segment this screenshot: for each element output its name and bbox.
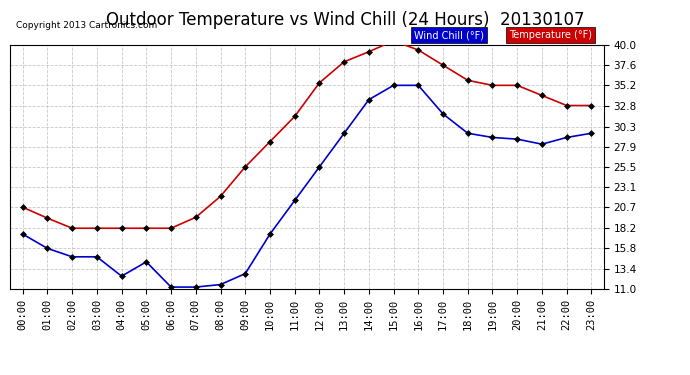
Text: Outdoor Temperature vs Wind Chill (24 Hours)  20130107: Outdoor Temperature vs Wind Chill (24 Ho… <box>106 11 584 29</box>
Text: Wind Chill (°F): Wind Chill (°F) <box>414 30 484 40</box>
Text: Copyright 2013 Cartronics.com: Copyright 2013 Cartronics.com <box>17 21 157 30</box>
Text: Temperature (°F): Temperature (°F) <box>509 30 592 40</box>
